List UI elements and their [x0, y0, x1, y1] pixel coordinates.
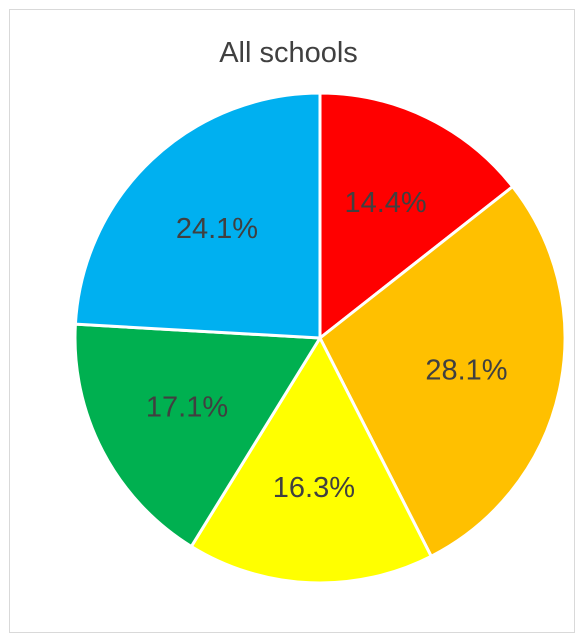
pie-slice	[318, 91, 515, 340]
pie-slice	[73, 91, 322, 340]
slice-data-label: 28.1%	[425, 354, 507, 386]
slice-data-label: 24.1%	[176, 213, 258, 245]
slice-data-label: 17.1%	[146, 391, 228, 423]
slice-data-label: 16.3%	[273, 472, 355, 504]
slice-data-label: 14.4%	[344, 187, 426, 219]
pie-slice	[318, 185, 567, 558]
chart-title: All schools	[219, 37, 358, 69]
pie-slice	[73, 322, 322, 548]
pie-slice	[189, 336, 433, 585]
